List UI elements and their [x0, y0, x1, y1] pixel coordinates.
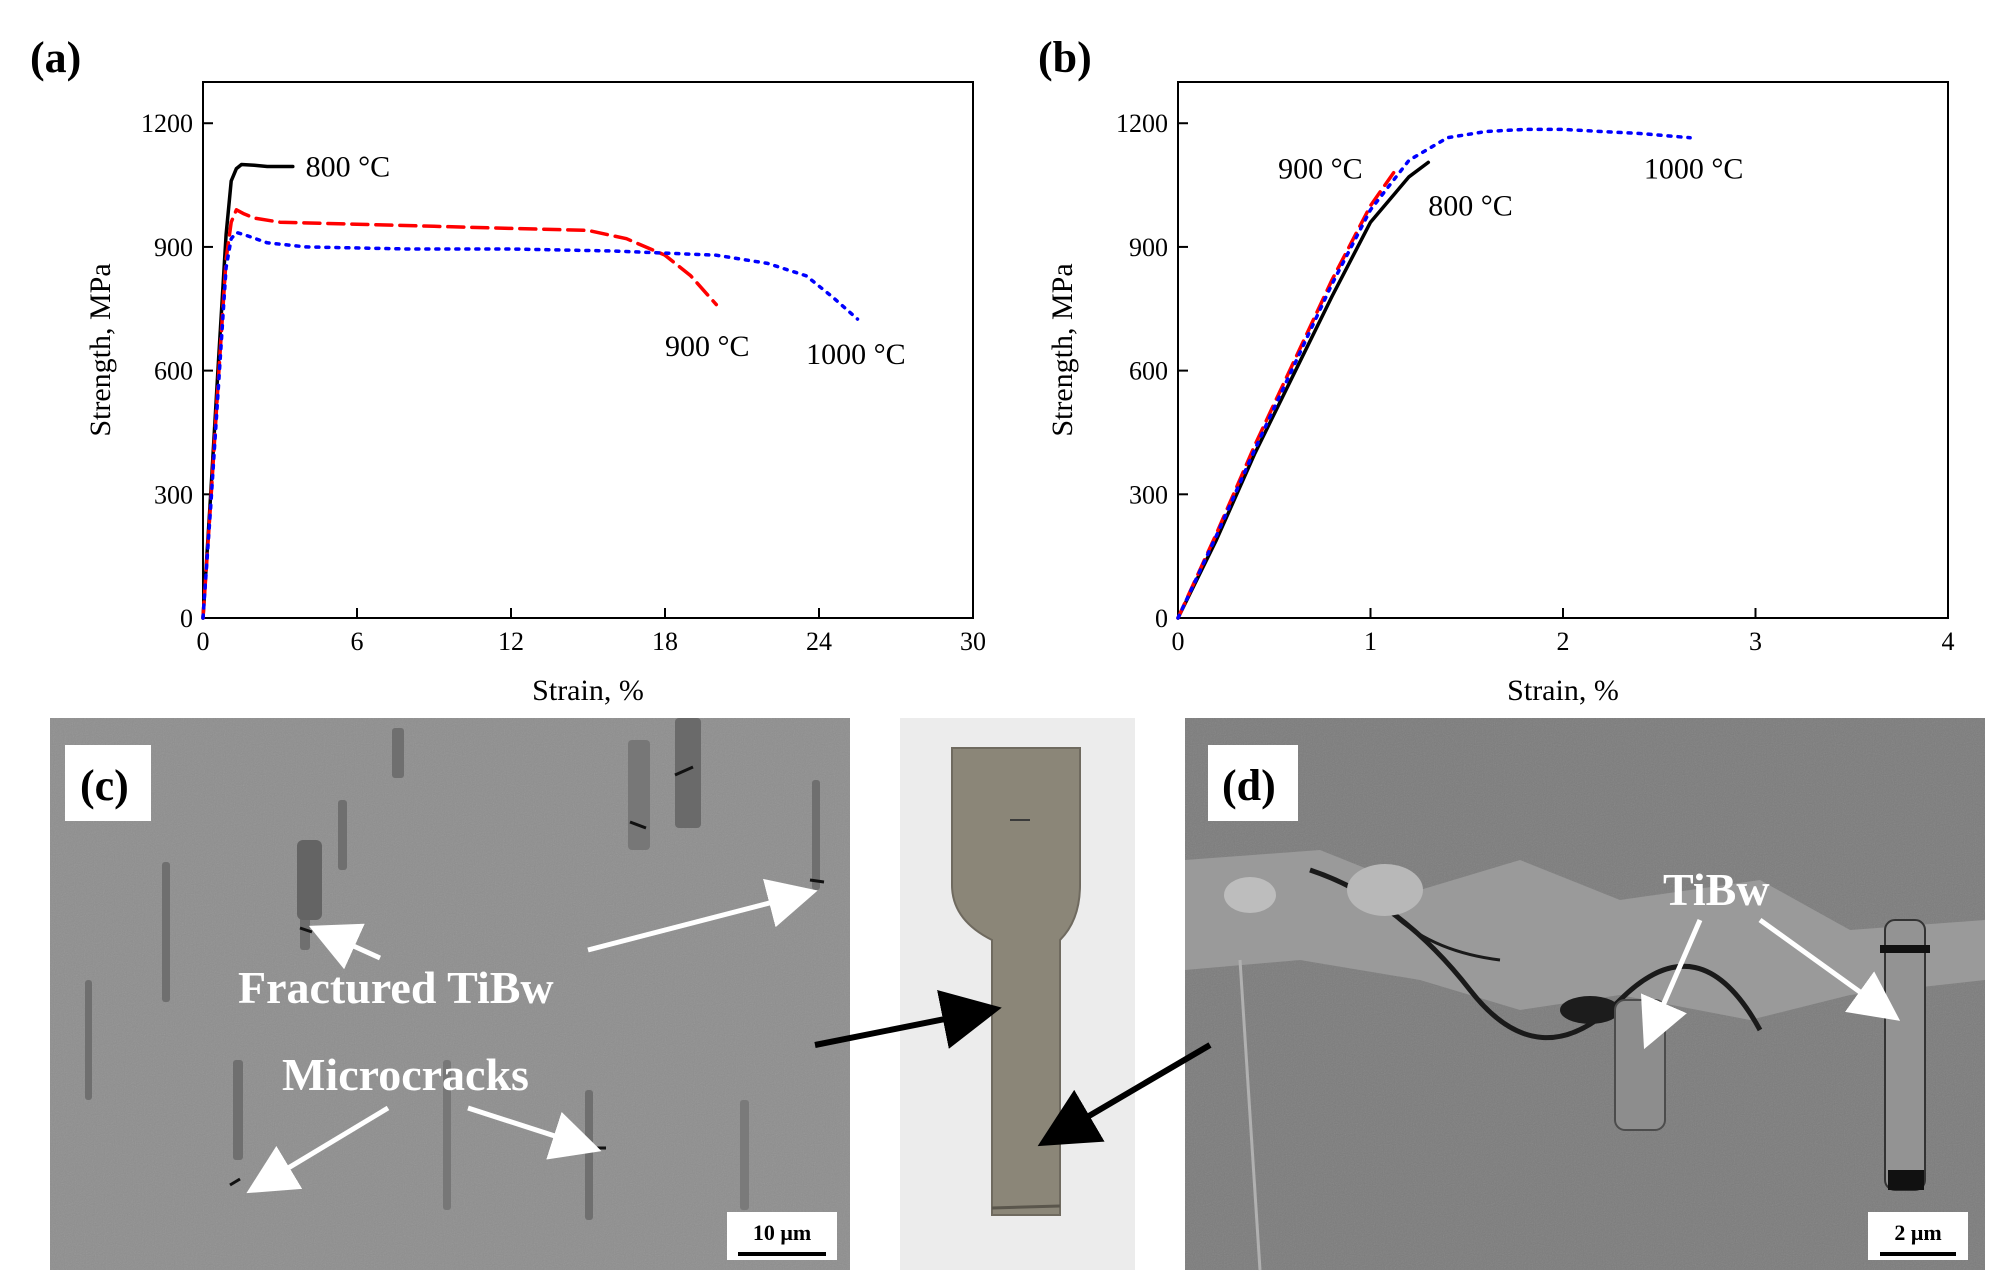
y-tick-label-a: 900: [154, 233, 193, 262]
x-tick-label-b: 0: [1172, 627, 1185, 656]
y-tick-label-a: 0: [180, 604, 193, 633]
chart-panel-b: (b) 0 1 2 3 4 0 300 600 900 1200 900 °C 800 °C 1000…: [1038, 33, 1955, 707]
x-tick-label-a: 0: [197, 627, 210, 656]
y-tick-label-a: 1200: [141, 109, 193, 138]
micrograph-d: (d) TiBw 2 μm: [1185, 718, 1985, 1271]
x-axis-title-a: Strain, %: [532, 674, 644, 707]
y-tick-label-b: 0: [1155, 604, 1168, 633]
panel-label-a: (a): [30, 33, 81, 82]
panel-label-d: (d): [1222, 761, 1276, 810]
scale-bar-label-d: 2 μm: [1894, 1220, 1941, 1245]
series-line-b-2: [1176, 127, 1692, 620]
y-axis-title-b: Strength, MPa: [1046, 263, 1079, 436]
y-tick-label-b: 1200: [1116, 109, 1168, 138]
panel-label-b: (b): [1038, 33, 1092, 82]
series-line-b-0: [1176, 160, 1431, 620]
panel-label-box-d: [1208, 745, 1298, 821]
x-tick-label-a: 24: [806, 627, 832, 656]
x-tick-label-b: 3: [1749, 627, 1762, 656]
tibw-label: TiBw: [1663, 864, 1770, 915]
y-axis-title-a: Strength, MPa: [84, 263, 117, 436]
y-tick-label-b: 300: [1129, 480, 1168, 509]
y-tick-label-b: 900: [1129, 233, 1168, 262]
y-tick-label-b: 600: [1129, 357, 1168, 386]
annotation-arrows-d: [1640, 917, 1901, 1050]
series-line-a-1: [201, 208, 719, 620]
panel-label-c: (c): [80, 761, 129, 810]
annotation-group-a: 800 °C 900 °C 1000 °C: [306, 151, 906, 372]
x-tick-label-a: 12: [498, 627, 524, 656]
series-label-b-1: 800 °C: [1428, 190, 1513, 223]
y-tick-label-a: 600: [154, 357, 193, 386]
plot-frame-a: [202, 81, 974, 619]
x-tick-label-b: 1: [1364, 627, 1377, 656]
microcracks-label: Microcracks: [282, 1049, 529, 1100]
fractured-tibw-label: Fractured TiBw: [238, 962, 554, 1013]
annotation-arrows-c: [246, 878, 818, 1194]
micrograph-c: (c) Fractured TiBw Microcracks 10 μm: [50, 718, 850, 1270]
x-tick-label-a: 6: [351, 627, 364, 656]
series-label-a-0: 800 °C: [306, 151, 391, 184]
x-tick-label-a: 30: [960, 627, 986, 656]
series-label-b-2: 1000 °C: [1644, 153, 1744, 186]
series-label-a-1: 900 °C: [665, 330, 750, 363]
series-label-b-0: 900 °C: [1278, 153, 1363, 186]
specimen-photo: [900, 718, 1135, 1270]
y-tick-label-a: 300: [154, 480, 193, 509]
fracture-features-d: [1185, 850, 1985, 1271]
x-tick-label-b: 2: [1557, 627, 1570, 656]
scale-bar-label-c: 10 μm: [753, 1220, 811, 1245]
tibw-whiskers-c: [85, 718, 820, 1220]
x-tick-label-a: 18: [652, 627, 678, 656]
x-tick-label-b: 4: [1942, 627, 1955, 656]
x-axis-title-b: Strain, %: [1507, 674, 1619, 707]
series-group-b: [1176, 127, 1692, 620]
panel-label-box-c: [65, 745, 151, 821]
series-group-a: [201, 162, 860, 620]
connector-arrows: [814, 989, 1212, 1147]
connector-arrow-d: [1037, 1042, 1212, 1147]
tick-group-b: 0 1 2 3 4 0 300 600 900 1200: [1116, 109, 1955, 656]
connector-arrow-c: [814, 989, 1002, 1049]
series-line-a-2: [201, 230, 860, 620]
annotation-group-b: 900 °C 800 °C 1000 °C: [1278, 153, 1743, 223]
series-label-a-2: 1000 °C: [806, 338, 906, 371]
